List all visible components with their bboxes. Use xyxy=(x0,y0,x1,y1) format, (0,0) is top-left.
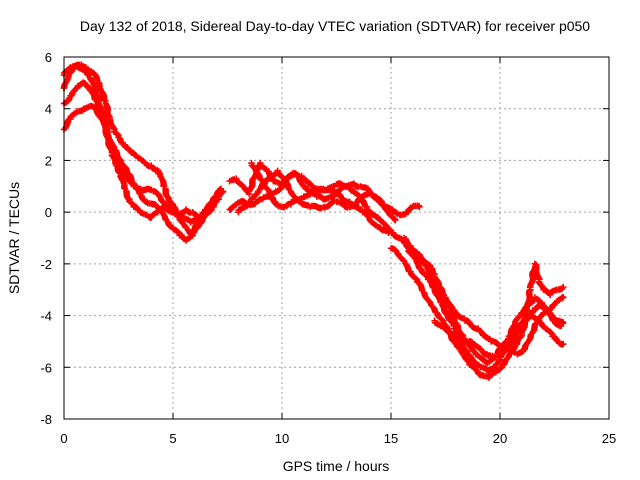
y-axis-title: SDTVAR / TECUs xyxy=(6,182,22,294)
x-tick-labels: 0 5 10 15 20 25 xyxy=(60,431,616,446)
y-tick-label: 4 xyxy=(45,102,52,117)
y-tick-labels: -8 -6 -4 -2 0 2 4 6 xyxy=(40,50,52,427)
data-track-marks xyxy=(431,301,567,360)
data-series-13 xyxy=(431,301,567,361)
data-series-4 xyxy=(60,102,222,244)
data-points xyxy=(60,61,567,381)
plot-frame xyxy=(63,56,610,420)
x-tick-label: 0 xyxy=(60,431,67,446)
data-track-marks xyxy=(62,102,222,243)
y-tick-label: 2 xyxy=(45,153,52,168)
y-tick-label: 6 xyxy=(45,50,52,65)
x-tick-label: 15 xyxy=(384,431,398,446)
x-axis-title: GPS time / hours xyxy=(283,458,390,474)
y-tick-label: 0 xyxy=(45,205,52,220)
x-tick-label: 10 xyxy=(275,431,289,446)
x-tick-label: 25 xyxy=(602,431,616,446)
y-tick-label: -8 xyxy=(40,412,52,427)
y-tick-label: -2 xyxy=(40,257,52,272)
x-tick-label: 20 xyxy=(493,431,507,446)
y-tick-label: -6 xyxy=(40,360,52,375)
data-series-8 xyxy=(248,159,393,237)
y-tick-label: -4 xyxy=(40,309,52,324)
data-track-marks xyxy=(248,162,391,235)
chart-title: Day 132 of 2018, Sidereal Day-to-day VTE… xyxy=(80,18,590,34)
data-series-7 xyxy=(235,167,399,224)
x-tick-label: 5 xyxy=(169,431,176,446)
